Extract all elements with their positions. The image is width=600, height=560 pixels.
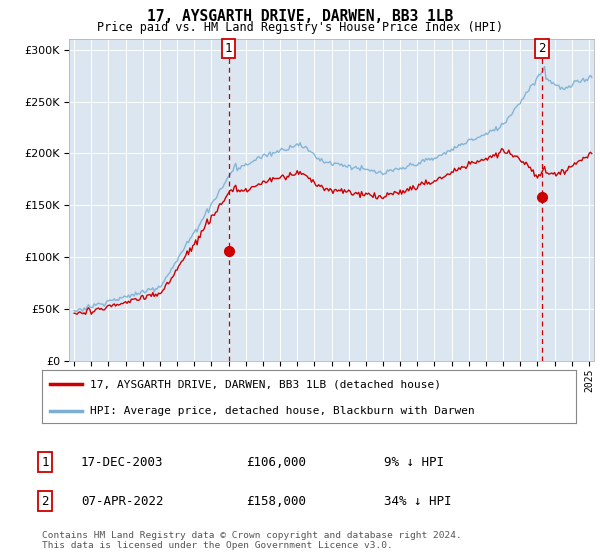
Text: 34% ↓ HPI: 34% ↓ HPI bbox=[384, 494, 452, 508]
Text: 2: 2 bbox=[538, 42, 546, 55]
Text: 17, AYSGARTH DRIVE, DARWEN, BB3 1LB (detached house): 17, AYSGARTH DRIVE, DARWEN, BB3 1LB (det… bbox=[90, 380, 441, 390]
Text: 1: 1 bbox=[41, 455, 49, 469]
Text: 17, AYSGARTH DRIVE, DARWEN, BB3 1LB: 17, AYSGARTH DRIVE, DARWEN, BB3 1LB bbox=[147, 9, 453, 24]
Text: Contains HM Land Registry data © Crown copyright and database right 2024.
This d: Contains HM Land Registry data © Crown c… bbox=[42, 531, 462, 550]
Text: Price paid vs. HM Land Registry's House Price Index (HPI): Price paid vs. HM Land Registry's House … bbox=[97, 21, 503, 34]
Text: 07-APR-2022: 07-APR-2022 bbox=[81, 494, 163, 508]
Text: 9% ↓ HPI: 9% ↓ HPI bbox=[384, 455, 444, 469]
Text: 17-DEC-2003: 17-DEC-2003 bbox=[81, 455, 163, 469]
Text: HPI: Average price, detached house, Blackburn with Darwen: HPI: Average price, detached house, Blac… bbox=[90, 406, 475, 416]
Text: £106,000: £106,000 bbox=[246, 455, 306, 469]
Text: 2: 2 bbox=[41, 494, 49, 508]
Text: £158,000: £158,000 bbox=[246, 494, 306, 508]
Text: 1: 1 bbox=[225, 42, 232, 55]
